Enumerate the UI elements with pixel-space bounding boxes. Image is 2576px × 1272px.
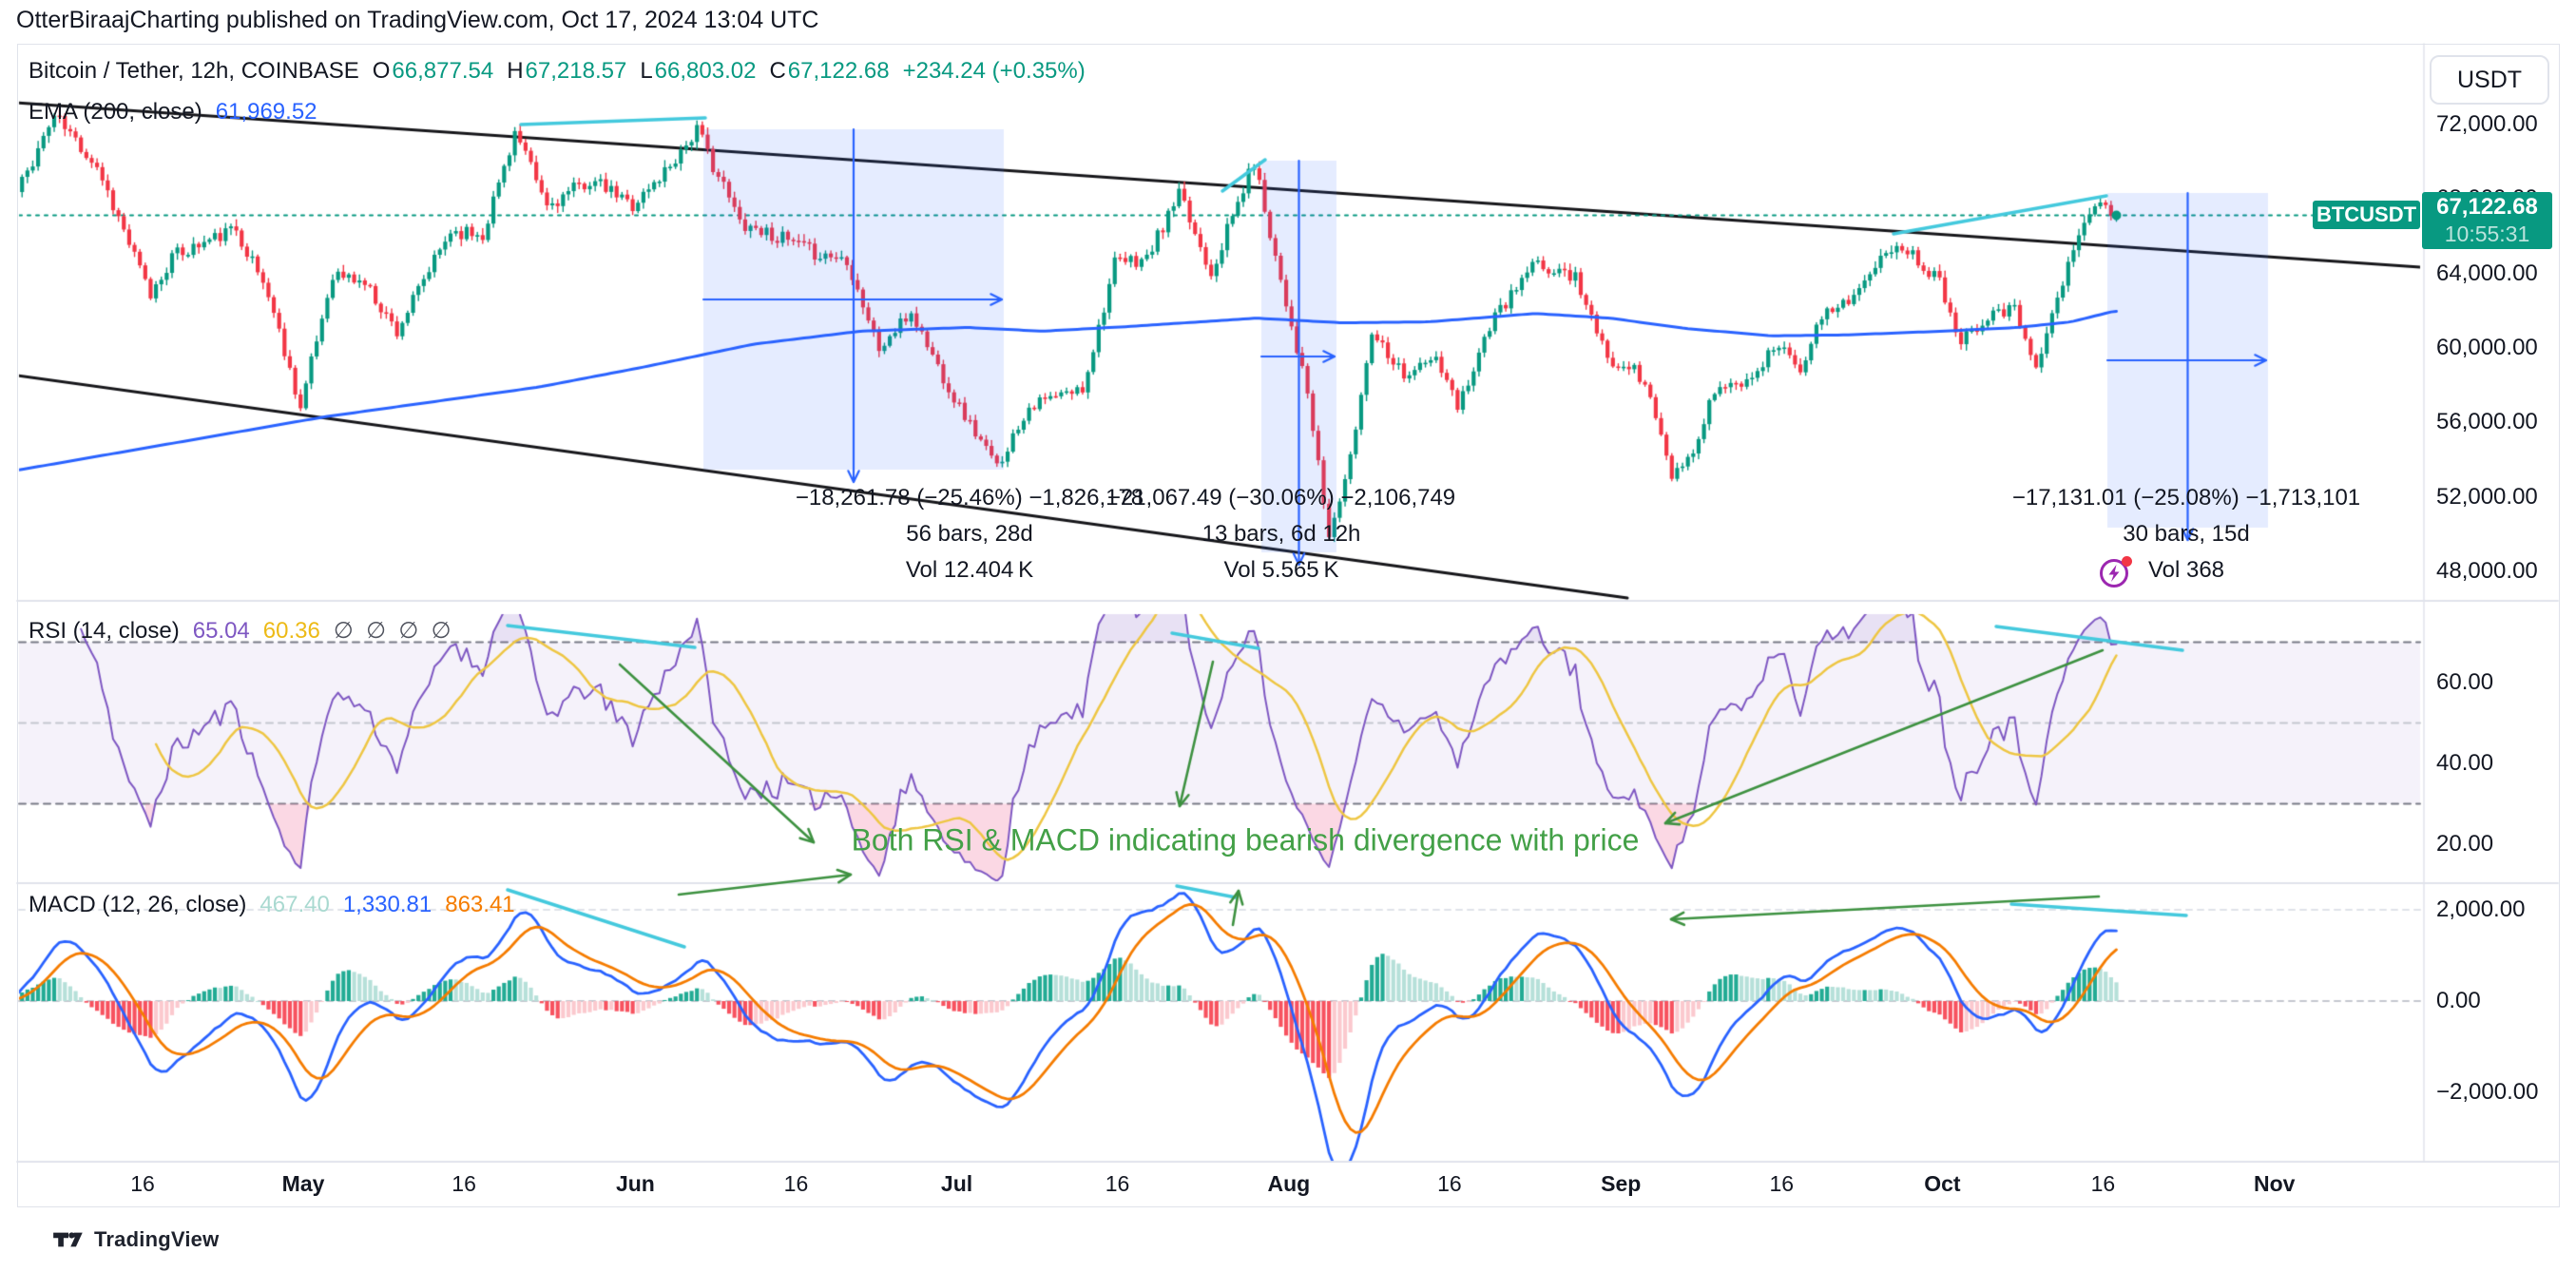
macd-axis-label: −2,000.00: [2436, 1079, 2539, 1105]
symbol-price-label: BTCUSDT: [2313, 201, 2420, 229]
symbol-title: Bitcoin / Tether, 12h, COINBASE: [29, 58, 359, 84]
time-axis-label: 16: [1437, 1171, 1462, 1196]
rsi-label: RSI (14, close): [29, 617, 180, 644]
rsi-empty-values: ∅ ∅ ∅ ∅: [333, 618, 452, 644]
rsi-value: 65.04: [192, 617, 250, 644]
time-axis-label: 16: [2090, 1171, 2116, 1196]
macd-signal-value: 863.41: [445, 892, 515, 917]
tradingview-logo-text: TradingView: [94, 1227, 220, 1251]
price-change: +234.24 (+0.35%): [902, 58, 1086, 84]
time-axis-label: Jun: [615, 1171, 655, 1196]
time-axis-label: Nov: [2253, 1171, 2296, 1196]
rsi-ma-value: 60.36: [262, 617, 320, 644]
macd-hist-value: 467.40: [260, 892, 330, 917]
time-axis-label: 16: [452, 1171, 476, 1196]
price-axis-label: 48,000.00: [2436, 558, 2538, 584]
price-axis-label: 60,000.00: [2436, 335, 2538, 360]
macd-axis-label: 2,000.00: [2436, 896, 2526, 922]
time-axis-label: 16: [783, 1171, 809, 1196]
rsi-axis-label: 20.00: [2436, 831, 2494, 857]
price-axis-label: 56,000.00: [2436, 409, 2538, 435]
ema-legend[interactable]: EMA (200, close) 61,969.52: [29, 99, 317, 125]
tradingview-logo[interactable]: TradingView: [52, 1224, 219, 1255]
time-axis-label: 16: [1105, 1171, 1130, 1196]
last-price-badge: 67,122.68 10:55:31: [2422, 192, 2552, 249]
measure-annotation-2[interactable]: −21,067.49 (−30.06%) −2,106,749 13 bars,…: [1106, 485, 1456, 583]
time-axis-label: Oct: [1924, 1171, 1961, 1196]
measure-annotation-3[interactable]: −17,131.01 (−25.08%) −1,713,101 30 bars,…: [2011, 485, 2361, 583]
macd-legend[interactable]: MACD (12, 26, close) 467.40 1,330.81 863…: [29, 892, 515, 918]
publication-header: OtterBiraajCharting published on Trading…: [16, 7, 819, 33]
time-axis-label: 16: [1769, 1171, 1795, 1196]
price-axis-label: 64,000.00: [2436, 260, 2538, 286]
time-axis-label: 16: [130, 1171, 155, 1196]
price-axis-label: 72,000.00: [2436, 111, 2538, 137]
time-axis-label: Jul: [940, 1171, 973, 1196]
macd-line-value: 1,330.81: [342, 892, 433, 917]
last-price-value: 67,122.68: [2436, 194, 2538, 220]
ohlc-high: H 67,218.57: [507, 58, 627, 84]
ohlc-open: O 66,877.54: [372, 58, 494, 84]
bar-countdown: 10:55:31: [2444, 222, 2530, 246]
rsi-legend[interactable]: RSI (14, close) 65.04 60.36 ∅ ∅ ∅ ∅: [29, 617, 451, 645]
rsi-axis-label: 40.00: [2436, 750, 2494, 776]
flash-event-icon[interactable]: [2097, 553, 2135, 591]
currency-toggle-button[interactable]: USDT: [2430, 55, 2549, 105]
macd-label: MACD (12, 26, close): [29, 892, 247, 917]
time-axis-label: Aug: [1267, 1171, 1311, 1196]
time-axis-label: Sep: [1601, 1171, 1642, 1196]
ema-label: EMA (200, close): [29, 99, 202, 125]
time-axis-label: May: [281, 1171, 325, 1196]
ohlc-low: L 66,803.02: [640, 58, 757, 84]
symbol-legend[interactable]: Bitcoin / Tether, 12h, COINBASE O 66,877.…: [29, 58, 1086, 85]
price-axis-label: 52,000.00: [2436, 483, 2538, 510]
ema-value: 61,969.52: [215, 99, 317, 125]
macd-axis-label: 0.00: [2436, 988, 2481, 1013]
tradingview-logo-icon: [53, 1232, 83, 1247]
rsi-axis-label: 60.00: [2436, 669, 2494, 695]
divergence-annotation[interactable]: Both RSI & MACD indicating bearish diver…: [851, 822, 1640, 858]
ohlc-close: C 67,122.68: [769, 58, 890, 84]
measure-annotation-1[interactable]: −18,261.78 (−25.46%) −1,826,178 56 bars,…: [795, 485, 1144, 583]
